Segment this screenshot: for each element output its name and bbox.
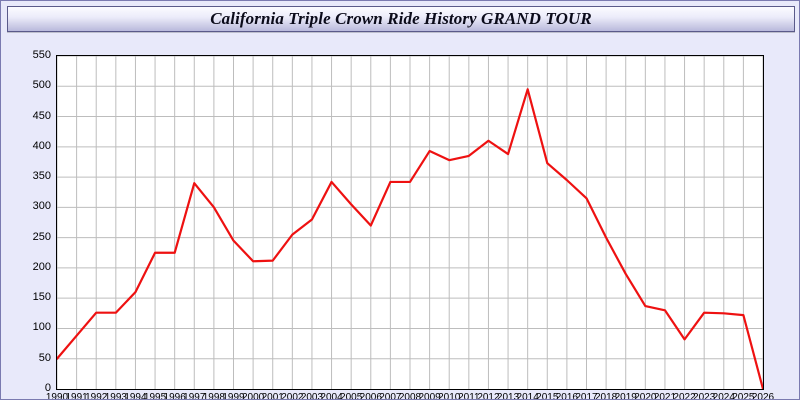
x-tick-label: 2013	[496, 392, 520, 400]
title-bar: California Triple Crown Ride History GRA…	[7, 6, 795, 32]
y-axis-tick-labels: 0 50 100 150 200 250 300 350 400 450 500 550	[11, 49, 51, 394]
x-tick-label: 2009	[418, 392, 441, 400]
x-tick-label: 1996	[163, 392, 186, 400]
x-tick-label: 1998	[202, 392, 225, 400]
x-tick-label: 1991	[65, 392, 88, 400]
y-tick-label: 150	[32, 291, 51, 304]
x-tick-label: 2003	[300, 392, 324, 400]
x-axis-tick-labels: 1990 1991 1992 1993 1994 1995 1996 1997 1998 1999…	[46, 392, 774, 400]
x-tick-label: 2017	[575, 392, 598, 400]
y-tick-label: 350	[32, 170, 51, 183]
y-tick-label: 300	[32, 200, 51, 213]
x-tick-label: 2011	[458, 392, 480, 400]
x-tick-label: 2024	[712, 392, 735, 400]
chart-area: Riders 050100150200250300350400450500550…	[1, 35, 799, 400]
y-tick-label: 50	[38, 351, 51, 364]
y-tick-label: 500	[32, 79, 51, 92]
x-tick-label: 2000	[241, 392, 265, 400]
x-tick-label: 2002	[281, 392, 304, 400]
y-tick-label: 550	[32, 49, 51, 61]
x-tick-label: 1994	[124, 392, 147, 400]
x-tick-label: 1999	[222, 392, 245, 400]
y-tick-label: 250	[32, 230, 51, 243]
x-tick-label: 2007	[379, 392, 402, 400]
x-tick-label: 2010	[438, 392, 461, 400]
riders-line-series	[57, 88, 763, 389]
x-tick-label: 2005	[340, 392, 363, 400]
x-tick-label: 1997	[183, 392, 206, 400]
line-chart-plot	[57, 56, 763, 389]
x-tick-label: 1995	[143, 392, 167, 400]
grid-lines	[57, 56, 763, 389]
x-tick-label: 2012	[477, 392, 500, 400]
x-tick-label: 2023	[693, 392, 716, 400]
y-tick-label: 200	[32, 260, 51, 273]
plot-frame	[56, 55, 764, 390]
x-tick-label: 2001	[261, 392, 284, 400]
x-tick-label: 2026	[751, 392, 775, 400]
x-tick-label: 2022	[673, 392, 696, 400]
x-tick-label: 2015	[536, 392, 559, 400]
x-tick-label: 2018	[594, 392, 618, 400]
x-tick-label: 2019	[614, 392, 637, 400]
y-tick-label: 400	[32, 139, 51, 152]
x-tick-label: 2020	[634, 392, 657, 400]
x-tick-label: 1993	[104, 392, 127, 400]
y-tick-label: 100	[32, 321, 51, 334]
x-tick-label: 2014	[516, 392, 539, 400]
x-tick-label: 2016	[555, 392, 578, 400]
x-tick-label: 2025	[732, 392, 755, 400]
x-tick-label: 2008	[398, 392, 422, 400]
x-tick-label: 2004	[320, 392, 343, 400]
x-tick-label: 2006	[359, 392, 382, 400]
x-tick-label: 1990	[45, 392, 69, 400]
x-tick-label: 1992	[85, 392, 108, 400]
y-tick-label: 450	[32, 109, 51, 122]
x-tick-label: 2021	[653, 392, 677, 400]
page-title: California Triple Crown Ride History GRA…	[210, 9, 592, 28]
y-tick-label: 0	[44, 382, 51, 394]
